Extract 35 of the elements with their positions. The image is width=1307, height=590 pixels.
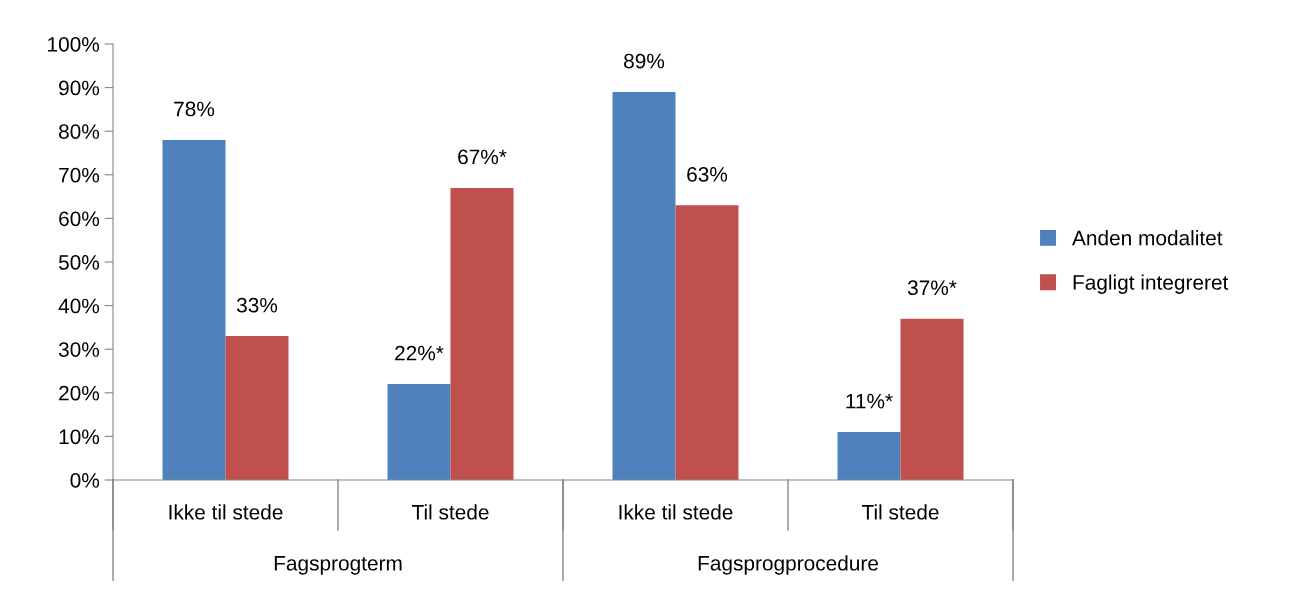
bar xyxy=(387,384,451,480)
y-tick-label: 60% xyxy=(59,211,100,227)
data-label: 67%* xyxy=(458,149,507,165)
y-tick-label: 90% xyxy=(59,80,100,96)
x-tick-label: Til stede xyxy=(411,504,489,520)
bar xyxy=(675,205,739,480)
legend-label: Fagligt integreret xyxy=(1073,274,1229,294)
data-label: 11%* xyxy=(846,393,893,409)
bar xyxy=(612,91,676,480)
text: Fagsprogprocedure xyxy=(698,555,878,575)
data-label: 89% xyxy=(624,53,665,69)
y-tick-label: 20% xyxy=(59,385,100,401)
bar xyxy=(162,139,226,480)
y-tick-label: 10% xyxy=(59,429,100,445)
data-label: 37%* xyxy=(907,280,957,296)
bar xyxy=(450,187,514,480)
legend-label: Anden modalitet xyxy=(1072,230,1223,246)
y-tick-label: 50% xyxy=(58,255,100,270)
bar xyxy=(837,432,901,480)
bar xyxy=(225,336,289,480)
data-label: 22%* xyxy=(395,345,444,361)
x-tick-label: Ikke til stede xyxy=(619,504,733,520)
data-label: 33% xyxy=(236,297,278,313)
bar xyxy=(900,318,964,480)
y-tick-label: 40% xyxy=(58,298,100,314)
y-tick-label: 0% xyxy=(70,473,100,488)
x-tick-label: Til stede xyxy=(861,504,939,520)
y-tick-label: 70% xyxy=(59,167,100,183)
x-tick-label: Ikke til stede xyxy=(169,504,283,520)
y-tick-label: 100% xyxy=(48,37,100,52)
data-label: 78% xyxy=(174,101,215,117)
data-label: 63% xyxy=(687,167,728,182)
y-tick-label: 80% xyxy=(59,124,100,139)
y-tick-label: 30% xyxy=(58,342,100,357)
text: Fagsprogterm xyxy=(274,556,402,575)
